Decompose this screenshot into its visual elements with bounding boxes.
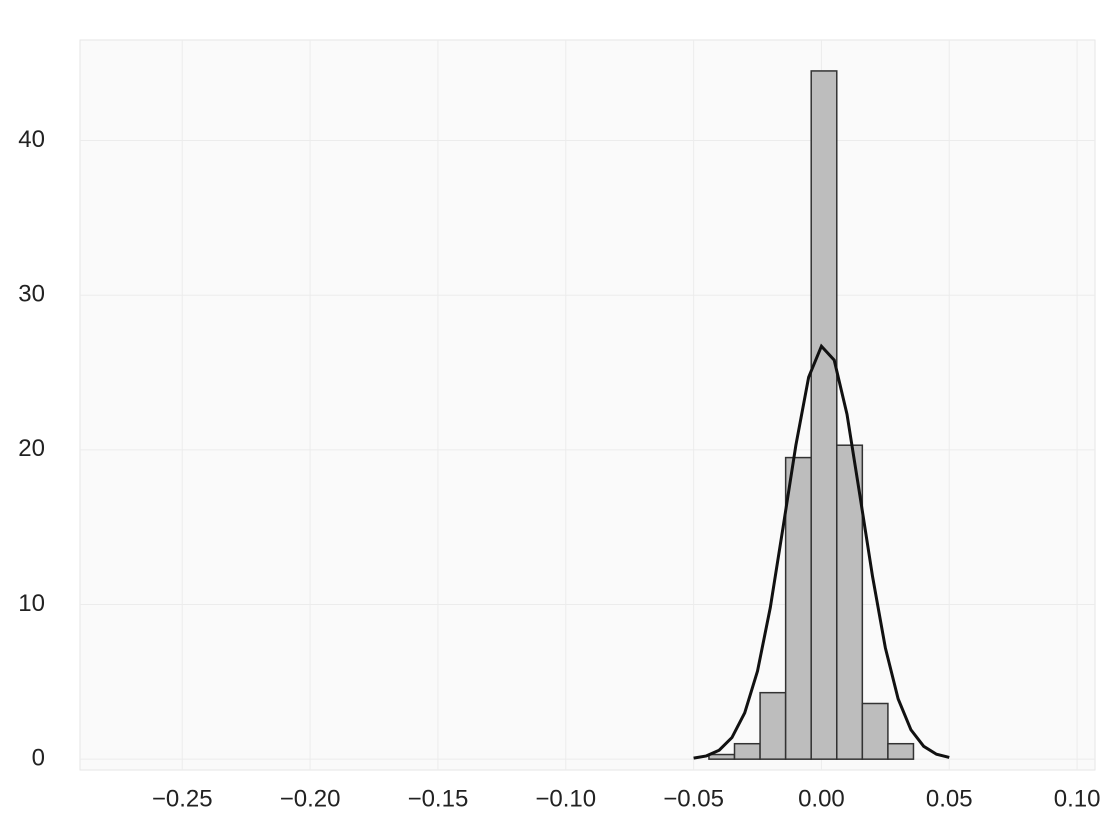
bar: [786, 458, 812, 760]
x-tick-label: −0.20: [280, 785, 341, 812]
y-tick-label: 30: [18, 281, 45, 308]
chart: 0 10 20 30 40 −0.25 −0.20 −0.15 −0.10 −0.05 0.00 0.…: [0, 0, 1115, 822]
bar: [862, 703, 888, 759]
plot-area: [80, 40, 1095, 770]
x-tick-label: 0.10: [1054, 785, 1101, 812]
x-tick-label: 0.05: [926, 785, 973, 812]
bar: [760, 693, 786, 760]
bar: [709, 755, 735, 760]
y-tick-label: 40: [18, 126, 45, 153]
x-tick-label: −0.05: [663, 785, 724, 812]
x-tick-label: −0.25: [152, 785, 213, 812]
bar: [735, 744, 761, 759]
x-tick-label: −0.10: [535, 785, 596, 812]
y-tick-label: 0: [32, 745, 45, 772]
x-tick-label: 0.00: [798, 785, 845, 812]
bar: [888, 744, 914, 759]
y-tick-label: 10: [18, 590, 45, 617]
y-tick-label: 20: [18, 435, 45, 462]
bar: [811, 71, 837, 759]
x-tick-label: −0.15: [408, 785, 469, 812]
